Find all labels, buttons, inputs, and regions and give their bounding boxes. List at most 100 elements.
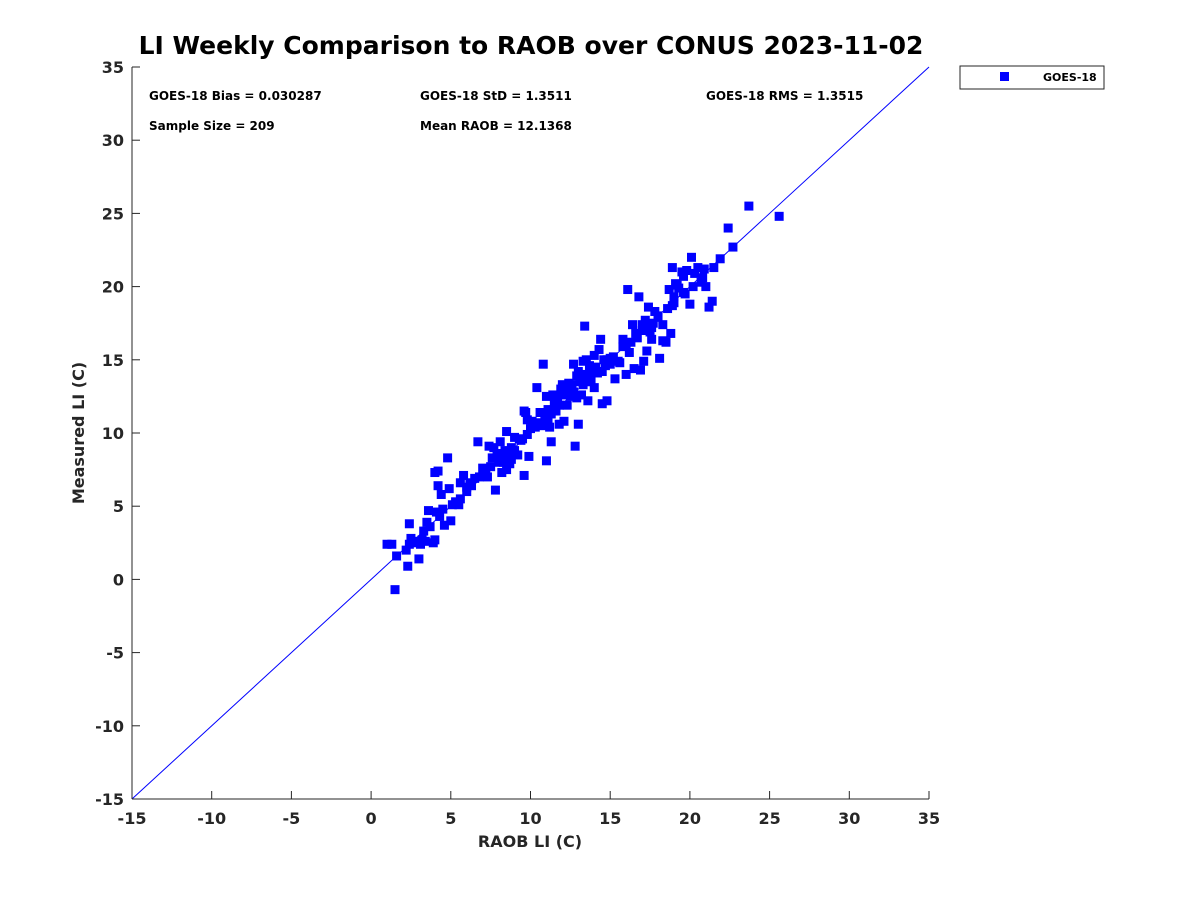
data-point: [655, 353, 665, 363]
data-point: [435, 511, 445, 521]
data-point: [583, 396, 593, 406]
data-point: [489, 443, 499, 453]
data-point: [443, 453, 453, 463]
data-point: [482, 472, 492, 482]
data-point: [663, 304, 673, 314]
data-point: [535, 408, 545, 418]
data-point: [548, 390, 558, 400]
x-tick-label: 5: [445, 809, 456, 828]
data-point: [578, 380, 588, 390]
data-point: [664, 285, 674, 295]
data-point: [688, 282, 698, 292]
data-point: [589, 350, 599, 360]
data-point: [667, 263, 677, 273]
data-point: [666, 328, 676, 338]
data-point: [723, 223, 733, 233]
legend: GOES-18: [959, 65, 1105, 90]
data-point: [610, 374, 620, 384]
data-point: [679, 287, 689, 297]
data-point: [623, 285, 633, 295]
data-point: [403, 561, 413, 571]
data-point: [490, 485, 500, 495]
data-point: [510, 432, 520, 442]
y-tick-label: 15: [102, 351, 124, 370]
data-point: [462, 487, 472, 497]
data-point: [500, 454, 510, 464]
x-tick-label: 0: [366, 809, 377, 828]
data-point: [444, 484, 454, 494]
data-point: [562, 400, 572, 410]
data-point: [557, 383, 567, 393]
data-point: [685, 299, 695, 309]
data-point: [454, 500, 464, 510]
data-point: [581, 369, 591, 379]
data-point: [500, 446, 510, 456]
x-tick-label: 15: [599, 809, 621, 828]
data-point: [653, 311, 663, 321]
data-point: [583, 375, 593, 385]
stat-mean-raob: Mean RAOB = 12.1368: [420, 119, 572, 133]
y-tick-label: 30: [102, 131, 124, 150]
data-point: [502, 427, 512, 437]
x-tick-label: -5: [283, 809, 301, 828]
data-point: [486, 462, 496, 472]
data-point: [570, 441, 580, 451]
y-tick-label: 25: [102, 204, 124, 223]
data-point: [618, 334, 628, 344]
data-point: [554, 419, 564, 429]
data-point: [631, 328, 641, 338]
stat-sample-size: Sample Size = 209: [149, 119, 275, 133]
data-point: [387, 539, 397, 549]
x-axis-ticks: -15 -10 -5 0 5 10 15 20 25 30 35: [118, 791, 940, 828]
y-axis-label: Measured LI (C): [69, 362, 88, 504]
data-point: [572, 393, 582, 403]
data-point: [658, 320, 668, 330]
data-point: [569, 359, 579, 369]
data-point: [628, 320, 638, 330]
data-point: [420, 536, 430, 546]
data-point: [707, 296, 717, 306]
data-point: [439, 520, 449, 530]
data-point: [404, 519, 414, 529]
data-point: [554, 400, 564, 410]
y-tick-label: -10: [95, 717, 124, 736]
data-point: [546, 437, 556, 447]
legend-entry-label: GOES-18: [1043, 71, 1097, 84]
data-point: [715, 254, 725, 264]
x-tick-label: -15: [118, 809, 147, 828]
data-point: [549, 396, 559, 406]
data-point: [494, 450, 504, 460]
data-point: [540, 413, 550, 423]
data-point: [433, 466, 443, 476]
legend-box: [959, 65, 1105, 90]
data-point: [674, 283, 684, 293]
y-tick-label: 10: [102, 424, 124, 443]
y-tick-label: 20: [102, 278, 124, 297]
data-point: [594, 345, 604, 355]
data-point: [530, 422, 540, 432]
data-point: [390, 585, 400, 595]
data-point: [597, 399, 607, 409]
data-point: [487, 453, 497, 463]
data-point: [392, 551, 402, 561]
data-point: [425, 522, 435, 532]
stat-rms: GOES-18 RMS = 1.3515: [706, 89, 863, 103]
data-point: [728, 242, 738, 252]
data-point: [577, 372, 587, 382]
data-point: [433, 481, 443, 491]
data-point: [642, 346, 652, 356]
data-point: [577, 390, 587, 400]
data-point: [698, 273, 708, 283]
x-tick-label: -10: [197, 809, 226, 828]
stat-bias: GOES-18 Bias = 0.030287: [149, 89, 322, 103]
data-point: [573, 419, 583, 429]
data-point: [446, 516, 456, 526]
data-point: [495, 437, 505, 447]
data-point: [704, 302, 714, 312]
data-point: [537, 421, 547, 431]
data-point: [518, 434, 528, 444]
data-point: [643, 302, 653, 312]
data-point: [613, 356, 623, 366]
data-point: [701, 282, 711, 292]
